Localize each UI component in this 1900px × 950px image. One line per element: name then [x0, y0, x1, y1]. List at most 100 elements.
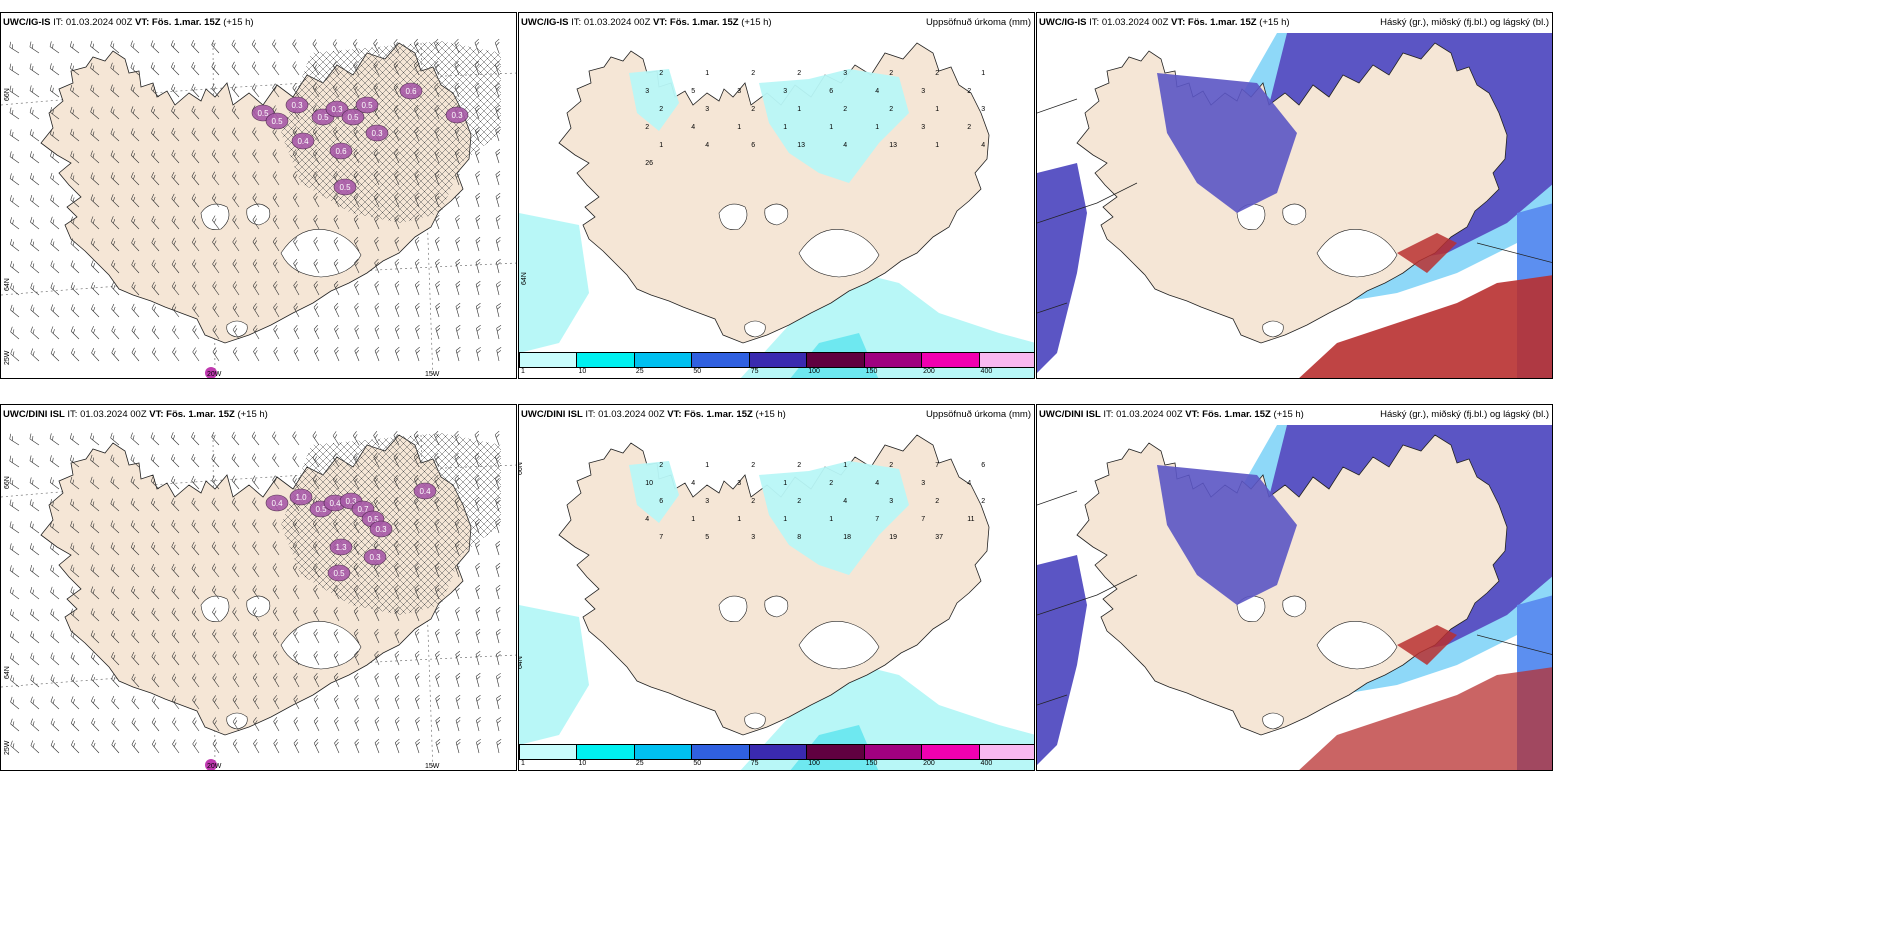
wind-barb [414, 650, 420, 666]
wind-barb [90, 454, 100, 468]
wind-barb [191, 83, 200, 98]
wind-barb [293, 346, 300, 362]
wind-barb [373, 453, 380, 468]
wind-barb [434, 584, 440, 600]
wind-barb [70, 106, 80, 120]
wind-barb [272, 61, 280, 76]
wind-barb [70, 216, 80, 230]
wind-barb [313, 694, 320, 710]
wind-barb [90, 652, 100, 666]
precip-value: 1 [829, 516, 833, 523]
wind-barb [110, 586, 120, 600]
precip-area-westfjords [629, 461, 679, 523]
wind-barb [313, 607, 320, 622]
wind-barb [496, 694, 502, 710]
wind-barb [495, 236, 501, 252]
wind-barb [393, 60, 400, 76]
wind-barb [70, 520, 80, 534]
wind-barb [111, 347, 120, 362]
wind-barb [151, 651, 160, 666]
colorbar-swatch [633, 744, 693, 760]
wind-barb [272, 607, 280, 622]
wind-barb [231, 497, 240, 512]
colorbar-swatch [748, 352, 808, 368]
wind-barb [10, 652, 20, 666]
wind-barb [29, 173, 40, 186]
wind-barb [9, 85, 20, 98]
wind-barb [130, 476, 140, 490]
wind-barb [30, 304, 40, 318]
wind-barb [273, 259, 280, 274]
wind-barb [232, 695, 240, 710]
wind-barb [131, 215, 140, 230]
wind-barb [333, 280, 340, 296]
wind-barb [232, 673, 240, 688]
high-cloud-southeast [1397, 625, 1457, 665]
wind-barb [131, 281, 140, 296]
wind-barb [374, 716, 380, 732]
wind-barb [252, 193, 260, 208]
wind-barb [192, 695, 200, 710]
lat-label-25w: 25W [4, 740, 11, 755]
myrdalsjokull-glacier [744, 320, 766, 338]
wind-barb [495, 650, 501, 666]
langjokull-glacier [718, 203, 748, 230]
wind-barb [231, 453, 240, 468]
wind-barb [29, 499, 40, 512]
snow-label: 0.4 [329, 499, 341, 508]
precip-value: 3 [645, 88, 649, 95]
wind-barb [475, 694, 481, 710]
high-cloud-west [1037, 163, 1087, 373]
high-cloud-south [1299, 667, 1552, 770]
snow-blob [205, 367, 217, 378]
wind-barb [353, 61, 360, 76]
wind-barb [30, 674, 40, 688]
snow-blob [265, 112, 289, 130]
wind-barb [414, 584, 420, 600]
wind-barb [212, 651, 220, 666]
hatched-area [281, 41, 501, 223]
wind-barb [9, 217, 20, 230]
wind-barb [475, 584, 480, 600]
wind-barb [414, 192, 420, 208]
wind-barb [110, 564, 120, 578]
precip-title: Uppsöfnuð úrkoma (mm) [925, 17, 1031, 28]
precip-value: 4 [705, 142, 709, 149]
wind-barb [29, 107, 40, 120]
wind-barb [231, 83, 240, 98]
wind-barb [111, 673, 120, 688]
wind-barb [211, 497, 220, 512]
precip-value: 3 [889, 498, 893, 505]
wind-barb [9, 499, 20, 512]
wind-barb [10, 260, 20, 274]
wind-barb [151, 585, 160, 600]
precip-panel-bottom: UWC/DINI ISL IT: 01.03.2024 00Z VT: Fös.… [518, 404, 1035, 771]
wind-barb [414, 518, 420, 534]
wind-barb [151, 673, 160, 688]
wind-barb [353, 192, 360, 208]
wind-barb [70, 476, 80, 490]
wind-barb [332, 453, 340, 468]
precip-value: 2 [829, 480, 833, 487]
projection-grid-lines [1037, 490, 1552, 706]
precip-value: 2 [797, 462, 801, 469]
wind-barb [374, 302, 380, 318]
wind-barb [151, 542, 160, 556]
wind-barb [293, 651, 300, 666]
wind-barb [273, 281, 280, 296]
wind-barb [313, 629, 320, 644]
wind-barb [212, 739, 220, 754]
wind-barb [272, 171, 280, 186]
wind-barb [354, 280, 360, 296]
wind-barb [333, 628, 340, 644]
colorbar-tick-label: 150 [865, 368, 878, 375]
colorbar-tick-label: 75 [750, 760, 759, 767]
wind-barb [293, 281, 300, 296]
wind-barb [414, 214, 420, 230]
wind-barb [9, 565, 20, 578]
wind-barb [272, 585, 280, 600]
wind-barb [252, 281, 260, 296]
wind-barb [151, 347, 160, 362]
wind-barb [292, 431, 300, 446]
wind-barb [313, 280, 320, 296]
